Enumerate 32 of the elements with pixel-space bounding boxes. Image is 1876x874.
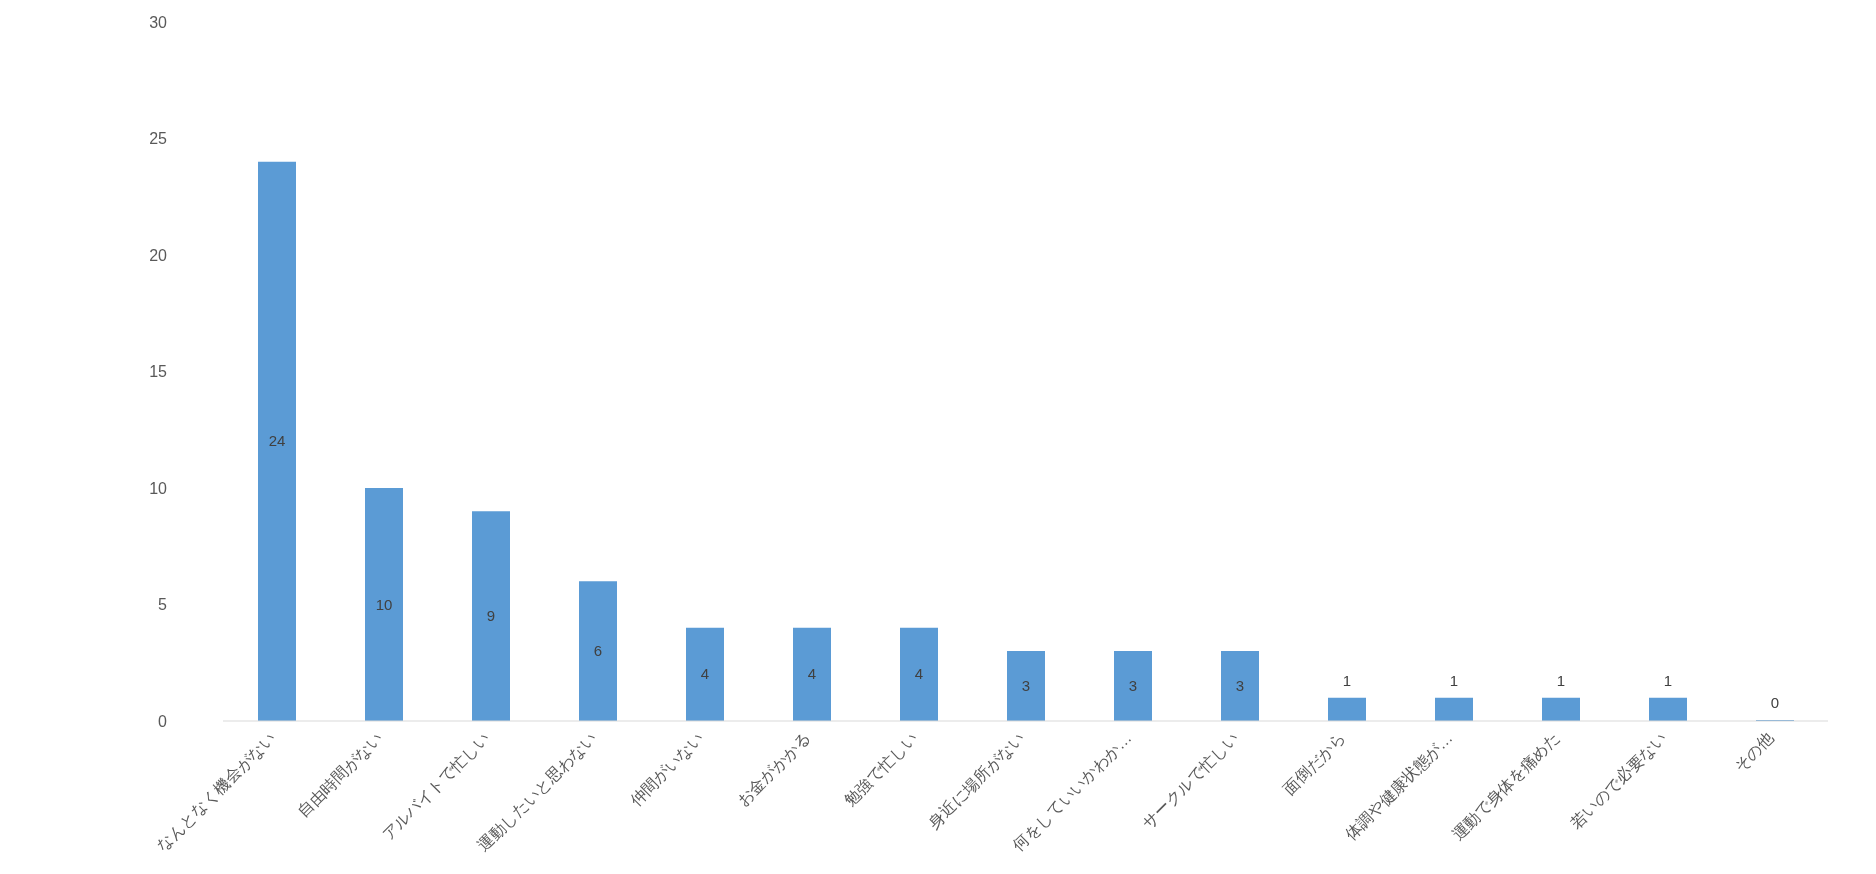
data-label: 3 bbox=[1021, 677, 1031, 695]
data-label: 4 bbox=[807, 665, 817, 683]
y-tick-label: 5 bbox=[158, 596, 168, 614]
data-label: 9 bbox=[486, 607, 496, 625]
y-tick-label: 25 bbox=[149, 130, 168, 148]
y-tick-label: 30 bbox=[149, 13, 168, 31]
data-label: 6 bbox=[593, 642, 603, 660]
x-tick-label: 身近に場所がない bbox=[925, 729, 1028, 832]
y-tick-label: 10 bbox=[149, 479, 168, 497]
x-tick-label: 面倒だから bbox=[1280, 729, 1349, 798]
y-tick-label: 0 bbox=[158, 712, 168, 730]
x-tick-label: その他 bbox=[1730, 729, 1777, 776]
data-label: 4 bbox=[914, 665, 924, 683]
x-tick-label: 自由時間がない bbox=[294, 729, 386, 821]
x-tick-label: お金がかかる bbox=[733, 729, 814, 809]
data-label: 3 bbox=[1128, 677, 1138, 695]
x-tick-label: 若いので必要ない bbox=[1567, 729, 1670, 832]
y-tick-label: 20 bbox=[149, 246, 168, 264]
data-label: 4 bbox=[700, 665, 710, 683]
data-label: 1 bbox=[1663, 671, 1673, 689]
data-label: 1 bbox=[1556, 671, 1566, 689]
x-tick-label: 勉強で忙しい bbox=[840, 729, 921, 809]
data-label: 3 bbox=[1235, 677, 1245, 695]
x-tick-label: サークルで忙しい bbox=[1139, 729, 1242, 832]
x-tick-label: 仲間がいない bbox=[626, 729, 707, 809]
data-label: 10 bbox=[375, 595, 393, 613]
data-label: 0 bbox=[1770, 694, 1780, 711]
data-label: 1 bbox=[1342, 671, 1352, 689]
x-tick-label: なんとなく機会がない bbox=[153, 729, 279, 855]
data-label: 24 bbox=[268, 432, 286, 450]
y-tick-label: 15 bbox=[149, 363, 168, 381]
data-label: 1 bbox=[1449, 671, 1459, 689]
